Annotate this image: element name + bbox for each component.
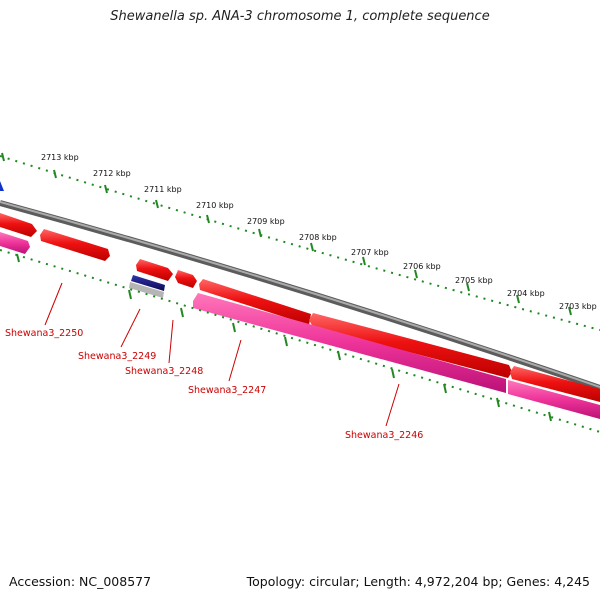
kbp-label: 2708 kbp xyxy=(299,233,337,242)
gene-label: Shewana3_2249 xyxy=(78,351,156,362)
gene-label: Shewana3_2246 xyxy=(345,430,423,441)
gene-label: Shewana3_2248 xyxy=(125,366,203,377)
gene-arrow xyxy=(510,366,600,402)
kbp-label: 2704 kbp xyxy=(507,289,545,298)
gene-arrow xyxy=(309,313,512,378)
gene-arrow xyxy=(193,293,506,393)
gene-arrow xyxy=(0,232,30,254)
gene-arrow xyxy=(199,279,311,325)
marker-icon xyxy=(0,181,4,191)
gene-arrow xyxy=(40,229,110,261)
kbp-label: 2703 kbp xyxy=(559,302,597,311)
kbp-label: 2711 kbp xyxy=(144,185,182,194)
label-leaders xyxy=(44,282,400,427)
accession-text: Accession: NC_008577 xyxy=(9,574,152,589)
gene-arrow xyxy=(0,213,37,237)
kbp-label: 2705 kbp xyxy=(455,276,493,285)
topology-text: Topology: circular; Length: 4,972,204 bp… xyxy=(246,574,590,589)
forward-genes xyxy=(0,213,600,402)
gene-arrow xyxy=(175,270,197,288)
kbp-label: 2712 kbp xyxy=(93,169,131,178)
inner-ruler xyxy=(0,249,600,433)
gene-arrow xyxy=(136,259,173,281)
gene-labels: Shewana3_2250 Shewana3_2249 Shewana3_224… xyxy=(5,328,423,441)
kbp-label: 2710 kbp xyxy=(196,201,234,210)
kbp-label: 2707 kbp xyxy=(351,248,389,257)
gene-label: Shewana3_2250 xyxy=(5,328,83,339)
kbp-label: 2706 kbp xyxy=(403,262,441,271)
kbp-label: 2709 kbp xyxy=(247,217,285,226)
other-gene xyxy=(129,275,165,298)
map-title: Shewanella sp. ANA-3 chromosome 1, compl… xyxy=(110,9,490,24)
gene-arrow xyxy=(508,380,600,419)
kbp-label: 2713 kbp xyxy=(41,153,79,162)
reverse-genes xyxy=(0,232,600,419)
kbp-labels: 2713 kbp 2712 kbp 2711 kbp 2710 kbp 2709… xyxy=(41,153,597,311)
outer-ruler xyxy=(0,152,600,331)
gene-label: Shewana3_2247 xyxy=(188,385,266,396)
